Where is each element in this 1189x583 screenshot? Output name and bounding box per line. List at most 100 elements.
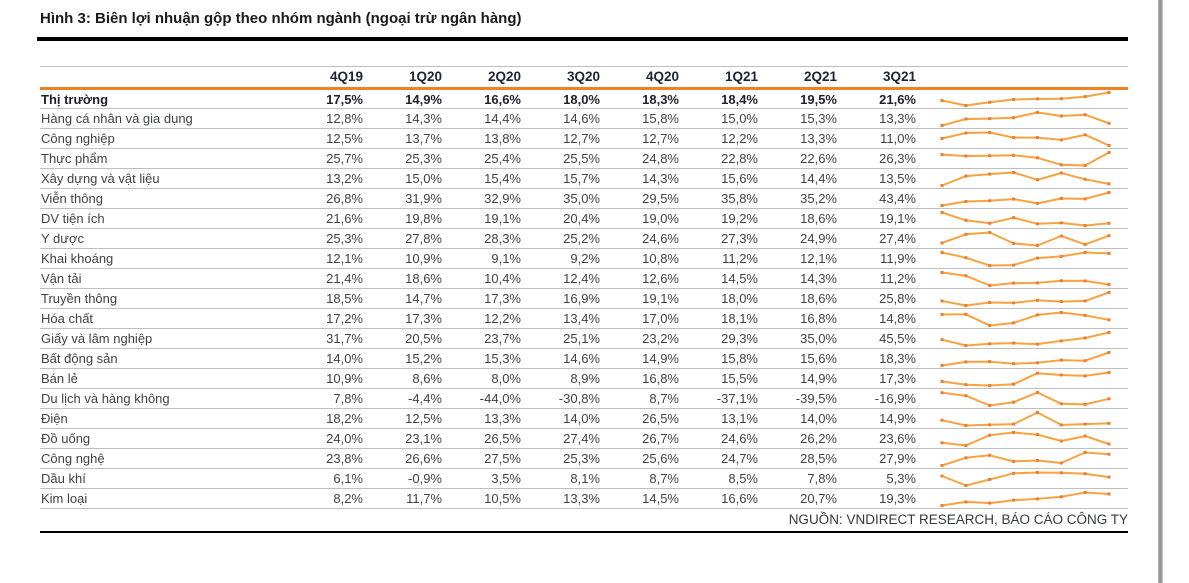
value-cell: 7,8% [807,471,837,486]
row-label: Viễn thông [41,191,103,206]
sparkline-cell [930,149,1128,169]
page-edge-border [1158,0,1163,583]
column-header: 2Q21 [803,68,837,84]
sparkline-chart [940,370,1111,387]
value-cell: 18,4% [721,91,758,107]
sparkline-chart [940,350,1111,367]
value-cell: 23,1% [405,431,442,446]
value-cell: 11,7% [406,491,442,506]
sparkline-cell [930,209,1128,229]
header-label-cell [40,67,298,89]
figure-container: Hình 3: Biên lợi nhuận gộp theo nhóm ngà… [37,8,1128,533]
value-cell: -4,4% [408,391,442,406]
row-label: Thực phẩm [41,151,108,166]
sparkline-chart [940,270,1111,287]
value-cell: 20,4% [563,211,600,226]
value-cell: 7,8% [333,391,363,406]
value-cell: 19,5% [800,91,837,107]
value-cell: 12,4% [563,271,600,286]
sparkline-chart [940,310,1111,327]
value-cell: 8,7% [649,391,679,406]
value-cell: 26,5% [642,411,679,426]
value-cell: 18,0% [721,291,758,306]
value-cell: 35,8% [721,191,758,206]
sparkline-cell [930,369,1128,389]
value-cell: 14,3% [800,271,837,286]
value-cell: 14,5% [642,491,679,506]
value-cell: 14,4% [800,171,837,186]
value-cell: 13,1% [721,411,758,426]
value-cell: 23,2% [642,331,679,346]
value-cell: 26,3% [879,151,916,166]
value-cell: 8,1% [570,471,600,486]
value-cell: 20,7% [800,491,837,506]
value-cell: 15,8% [642,111,679,126]
value-cell: 8,5% [728,471,758,486]
value-cell: 15,8% [721,351,758,366]
sparkline-cell [930,429,1128,449]
value-cell: 25,3% [405,151,442,166]
value-cell: 12,8% [326,111,363,126]
value-cell: 27,9% [879,451,916,466]
value-cell: 18,5% [326,291,363,306]
value-cell: 25,4% [484,151,521,166]
sparkline-cell [930,489,1128,509]
value-cell: 18,0% [563,91,600,107]
value-cell: 17,2% [326,311,363,326]
sparkline-chart [940,290,1111,307]
value-cell: 26,2% [800,431,837,446]
value-cell: 23,8% [326,451,363,466]
value-cell: 26,7% [642,431,679,446]
value-cell: 15,6% [800,351,837,366]
sparkline-cell [930,109,1128,129]
sparkline-chart [940,390,1111,407]
value-cell: 18,3% [879,351,916,366]
value-cell: 25,5% [563,151,600,166]
value-cell: 29,5% [642,191,679,206]
value-cell: -0,9% [408,471,442,486]
value-cell: 21,6% [326,211,363,226]
value-cell: 14,8% [879,311,916,326]
value-cell: 27,5% [484,451,521,466]
value-cell: 15,3% [484,351,521,366]
row-label: Kim loại [41,491,88,506]
sparkline-chart [940,150,1111,167]
row-label: DV tiện ích [41,211,105,226]
value-cell: 45,5% [879,331,916,346]
value-cell: 16,6% [721,491,758,506]
value-cell: -44,0% [479,391,521,406]
value-cell: 25,2% [563,231,600,246]
value-cell: 24,7% [721,451,758,466]
table-row: Công nghiệp 12,5% 13,7% 13,8% 12,7% 12,7% 12,2… [40,129,1128,149]
row-label: Điện [41,411,68,426]
sparkline-chart [940,91,1111,107]
value-cell: 15,2% [405,351,442,366]
sparkline-cell [930,189,1128,209]
value-cell: 43,4% [879,191,916,206]
value-cell: 28,5% [800,451,837,466]
table-row: Dầu khí 6,1% -0,9% 3,5% 8,1% 8,7% 8,5% 7,8% 5,3% [40,469,1128,489]
value-cell: 24,8% [642,151,679,166]
value-cell: 11,2% [722,251,758,266]
value-cell: 13,2% [326,171,363,186]
sparkline-cell [930,309,1128,329]
value-cell: 18,1% [721,311,758,326]
value-cell: 19,1% [879,211,916,226]
value-cell: 5,3% [886,471,916,486]
value-cell: 25,6% [642,451,679,466]
sparkline-chart [940,210,1111,227]
sparkline-chart [940,410,1111,427]
value-cell: 10,9% [405,251,442,266]
header-sparkline-cell [930,67,1128,89]
sparkline-cell [930,89,1128,109]
table-row: Khai khoáng 12,1% 10,9% 9,1% 9,2% 10,8% 11,2% 1… [40,249,1128,269]
row-label: Vận tải [41,271,82,286]
value-cell: 13,3% [484,411,521,426]
value-cell: 22,6% [800,151,837,166]
value-cell: 18,6% [800,291,837,306]
value-cell: 35,2% [800,191,837,206]
sparkline-cell [930,249,1128,269]
value-cell: 17,3% [484,291,521,306]
title-divider [37,37,1128,41]
table-row: Giấy và lâm nghiệp 31,7% 20,5% 23,7% 25,1% 23… [40,329,1128,349]
